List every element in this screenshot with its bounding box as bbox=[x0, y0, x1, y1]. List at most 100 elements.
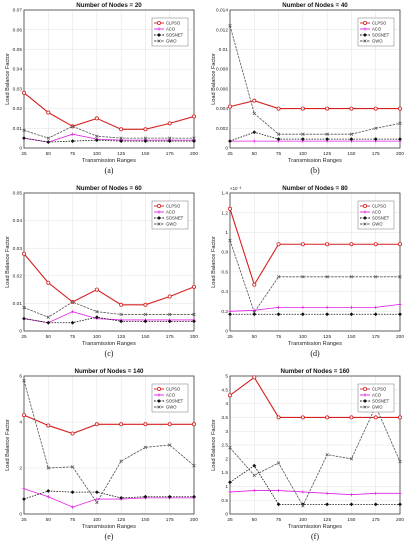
legend-marker-gwo bbox=[157, 405, 161, 409]
plot-frame bbox=[23, 192, 195, 332]
data-point-gwo bbox=[95, 500, 99, 505]
data-point-gwo bbox=[168, 443, 172, 447]
x-tick-label: 100 bbox=[299, 517, 307, 523]
data-point-gwo bbox=[168, 312, 172, 317]
data-point-clpso bbox=[276, 242, 281, 247]
data-point-clpso bbox=[227, 104, 232, 109]
legend-entry-gwo: GWO bbox=[372, 222, 383, 227]
legend-marker-aco bbox=[363, 210, 367, 214]
series-line-gwo bbox=[229, 405, 401, 507]
data-point-sosnet bbox=[325, 312, 330, 317]
y-axis-label: Load Balance Factor bbox=[5, 419, 11, 471]
data-point-clpso bbox=[167, 294, 172, 299]
x-tick-label: 175 bbox=[372, 151, 380, 157]
legend-entry-gwo: GWO bbox=[166, 405, 177, 410]
x-tick-label: 200 bbox=[396, 151, 404, 157]
data-point-gwo bbox=[349, 132, 354, 136]
data-point-sosnet bbox=[167, 139, 172, 144]
data-point-sosnet bbox=[228, 480, 232, 485]
x-tick-label: 25 bbox=[21, 334, 27, 340]
data-point-gwo bbox=[70, 124, 75, 128]
chart-panel-6: 0 0.5 1 1.5 2 2.5 3 3.5 4 4.5 5 25 50 75 100 125 150 175 2… bbox=[211, 368, 404, 541]
data-point-sosnet bbox=[119, 495, 124, 500]
legend-entry-clpso: CLPSO bbox=[372, 21, 387, 26]
data-point-sosnet bbox=[252, 130, 257, 135]
data-point-clpso bbox=[119, 127, 124, 132]
data-point-clpso bbox=[46, 280, 51, 285]
data-point-aco bbox=[70, 132, 75, 136]
x-tick-label: 125 bbox=[323, 151, 331, 157]
data-point-sosnet bbox=[373, 137, 378, 142]
x-tick-label: 50 bbox=[252, 517, 258, 523]
data-point-sosnet bbox=[300, 137, 305, 142]
y-tick-label: 3 bbox=[225, 429, 228, 435]
data-point-aco bbox=[325, 491, 329, 495]
data-point-gwo bbox=[228, 24, 232, 28]
chart-title: Number of Nodes = 40 bbox=[282, 2, 348, 9]
data-point-gwo bbox=[374, 126, 378, 130]
data-point-sosnet bbox=[46, 320, 51, 325]
series-line-clpso bbox=[229, 208, 400, 286]
data-point-clpso bbox=[300, 106, 305, 111]
x-tick-label: 125 bbox=[117, 517, 125, 523]
data-point-clpso bbox=[349, 242, 354, 247]
data-point-clpso bbox=[349, 106, 354, 111]
y-tick-label: 4 bbox=[19, 420, 22, 426]
y-tick-label: 5 bbox=[225, 374, 228, 380]
data-point-clpso bbox=[325, 242, 330, 247]
legend-entry-aco: ACO bbox=[372, 393, 382, 398]
x-tick-label: 175 bbox=[372, 334, 380, 340]
panel-caption: (d) bbox=[310, 349, 320, 358]
data-point-gwo bbox=[325, 132, 329, 136]
x-tick-label: 25 bbox=[227, 517, 233, 523]
series-line-aco bbox=[23, 133, 194, 143]
data-point-gwo bbox=[252, 111, 256, 116]
data-point-sosnet bbox=[192, 319, 196, 324]
x-tick-label: 125 bbox=[323, 517, 331, 523]
data-point-aco bbox=[398, 302, 402, 306]
data-point-gwo bbox=[143, 136, 148, 140]
data-point-gwo bbox=[276, 275, 281, 279]
data-point-aco bbox=[301, 490, 305, 494]
x-tick-label: 100 bbox=[93, 151, 101, 157]
data-point-gwo bbox=[301, 275, 305, 279]
panel-caption: (c) bbox=[105, 349, 114, 358]
data-point-clpso bbox=[119, 422, 124, 427]
data-point-gwo bbox=[192, 136, 196, 140]
data-point-sosnet bbox=[228, 139, 232, 144]
x-tick-label: 25 bbox=[21, 517, 27, 523]
legend-entry-aco: ACO bbox=[372, 27, 382, 32]
y-axis-label: Load Balance Factor bbox=[211, 53, 217, 105]
y-tick-label: 0 bbox=[19, 329, 22, 335]
data-point-sosnet bbox=[398, 137, 402, 142]
data-point-clpso bbox=[94, 422, 99, 427]
data-point-clpso bbox=[252, 282, 257, 287]
series-line-gwo bbox=[23, 125, 194, 139]
y-tick-label: 2 bbox=[225, 456, 228, 462]
data-point-sosnet bbox=[46, 140, 51, 145]
legend-entry-clpso: CLPSO bbox=[372, 204, 387, 209]
data-point-gwo bbox=[276, 132, 281, 136]
data-point-gwo bbox=[95, 134, 99, 138]
y-tick-label: 0 bbox=[19, 146, 22, 152]
data-point-sosnet bbox=[398, 312, 402, 317]
series-line-gwo bbox=[23, 301, 194, 318]
y-tick-label: 0 bbox=[19, 512, 22, 518]
x-tick-label: 175 bbox=[372, 517, 380, 523]
y-tick-label: 0.6 bbox=[221, 269, 228, 275]
data-point-clpso bbox=[46, 423, 51, 428]
chart-title: Number of Nodes = 60 bbox=[76, 185, 142, 192]
legend-entry-gwo: GWO bbox=[372, 39, 383, 44]
series-line-sosnet bbox=[229, 131, 400, 142]
data-point-gwo bbox=[398, 121, 402, 126]
data-point-gwo bbox=[70, 300, 75, 304]
data-point-clpso bbox=[373, 106, 378, 111]
data-point-clpso bbox=[21, 251, 26, 256]
data-point-sosnet bbox=[228, 312, 232, 317]
y-tick-label: 0.012 bbox=[216, 27, 228, 33]
legend-entry-sosnet: SOSNET bbox=[372, 33, 390, 38]
y-tick-label: 2.5 bbox=[221, 443, 228, 449]
